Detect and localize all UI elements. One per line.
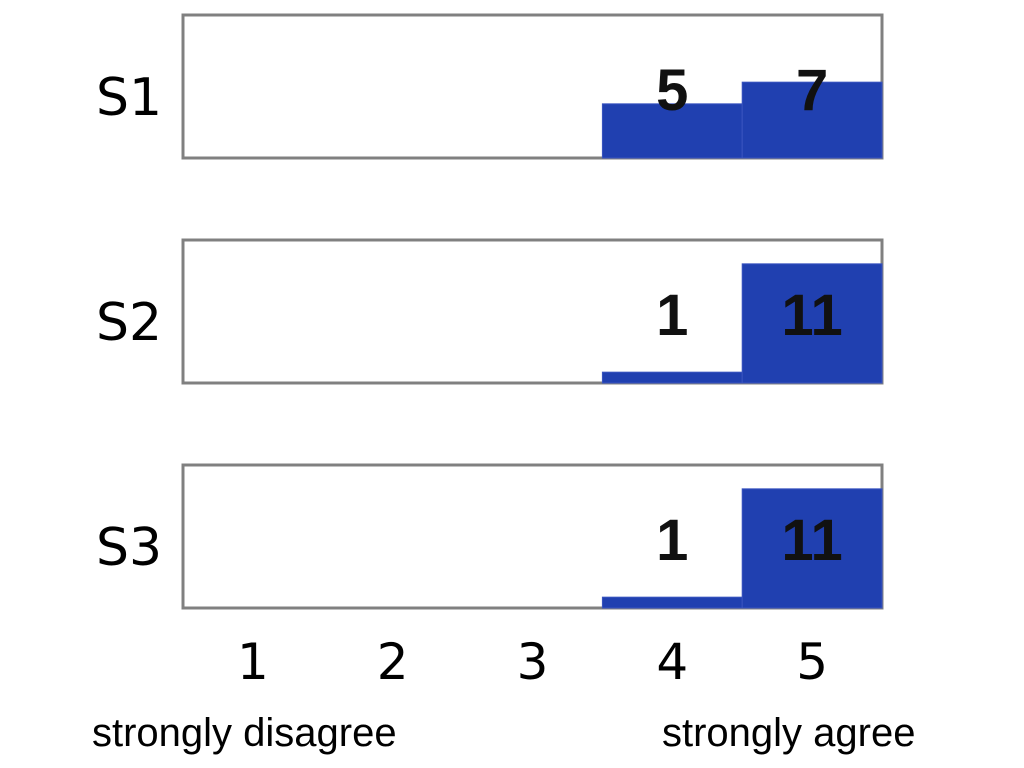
panel-s1: 5 7 S1 [96,13,884,160]
bar-value-label: 5 [656,58,688,123]
anchor-left-label: strongly disagree [92,711,397,755]
row-label: S3 [96,518,162,578]
bar [741,263,883,384]
bar [601,596,743,609]
anchor-right-label: strongly agree [662,711,915,755]
bar-value-label: 1 [656,508,688,573]
bar [741,81,883,159]
x-tick-label: 3 [517,633,549,691]
x-tick-label: 1 [237,633,269,691]
x-tick-label: 4 [656,633,688,691]
row-label: S2 [96,293,162,353]
x-tick-label: 2 [377,633,409,691]
bar [741,488,883,609]
row-label: S1 [96,68,162,128]
bar [601,371,743,384]
x-tick-label: 5 [796,633,828,691]
bar-value-label: 11 [781,508,842,573]
bar-value-label: 11 [781,283,842,348]
bar-value-label: 1 [656,283,688,348]
bar-value-label: 7 [796,58,828,123]
x-axis-ticks: 1 2 3 4 5 [237,633,828,691]
bar [601,103,743,159]
